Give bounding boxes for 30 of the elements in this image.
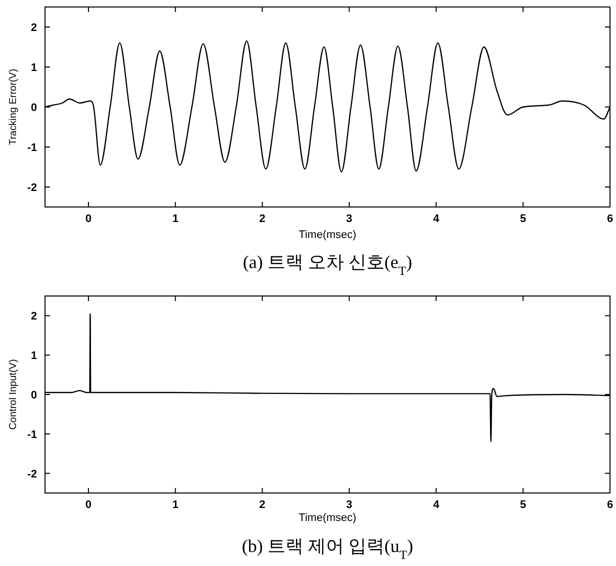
x-tick-label: 4 xyxy=(433,213,440,225)
x-tick-label: 0 xyxy=(85,213,92,225)
y-tick-label: 0 xyxy=(30,102,37,114)
x-tick-label: 5 xyxy=(520,213,526,225)
text: (a) 트랙 오차 신호(e$_{T}$) xyxy=(242,252,412,278)
x-tick-label: 0 xyxy=(85,499,92,511)
y-axis-title: Control Input(V) xyxy=(8,359,19,430)
y-tick-label: -2 xyxy=(27,182,37,194)
y-tick-label: 2 xyxy=(30,22,37,34)
x-tick-label: 4 xyxy=(433,499,440,511)
text: (b) 트랙 제어 입력(u$_{T}$) xyxy=(242,536,414,562)
y-axis-title: Tracking Error(V) xyxy=(8,68,19,146)
x-axis-title: Time(msec) xyxy=(298,229,356,241)
y-tick-label: 0 xyxy=(30,390,37,402)
x-tick-label: 5 xyxy=(520,499,526,511)
y-tick-label: -1 xyxy=(27,428,37,441)
x-tick-label: 6 xyxy=(606,499,614,511)
x-tick-label: 2 xyxy=(259,213,266,225)
y-tick-label: -2 xyxy=(27,468,37,480)
x-tick-label: 1 xyxy=(172,213,178,225)
y-tick-label: 1 xyxy=(30,62,37,74)
x-tick-label: 1 xyxy=(172,499,178,511)
y-tick-label: 1 xyxy=(30,350,37,362)
x-tick-label: 6 xyxy=(606,213,614,225)
x-axis-title: Time(msec) xyxy=(298,512,356,524)
y-tick-label: -1 xyxy=(27,142,37,154)
x-tick-label: 2 xyxy=(259,499,266,511)
x-tick-label: 3 xyxy=(346,213,352,225)
y-tick-label: 2 xyxy=(30,310,37,323)
x-tick-label: 3 xyxy=(346,499,352,511)
